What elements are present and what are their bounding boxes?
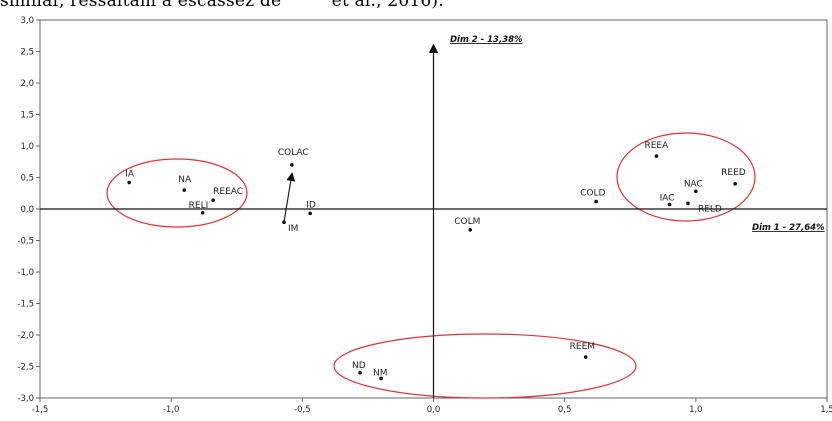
point-label-im: IM	[288, 224, 298, 234]
point-label-reli: RELI	[189, 201, 209, 211]
point-ia	[127, 180, 131, 185]
y-tick-label: 0,5	[20, 174, 34, 184]
point-reli	[200, 210, 205, 215]
group-ellipse-bottom	[333, 333, 637, 399]
point-reed	[733, 182, 737, 186]
y-tick-label: 0,0	[20, 205, 34, 215]
point-reea	[654, 154, 659, 158]
y-tick-label: -3,0	[17, 394, 34, 404]
point-im	[282, 220, 286, 225]
point-nd	[358, 371, 362, 375]
y-tick-label: -1,0	[17, 268, 34, 278]
x-tick-label: 0,0	[427, 405, 441, 415]
x-tick-label: 1,5	[820, 405, 832, 415]
point-reeac	[211, 198, 215, 202]
point-label-id: ID	[306, 200, 316, 210]
point-id	[308, 211, 313, 216]
point-label-reea: REEA	[644, 141, 669, 151]
point-label-reld: RELD	[698, 204, 722, 214]
y-tick-label: 1,0	[20, 142, 34, 152]
point-label-reeac: REEAC	[213, 187, 243, 197]
point-label-cold: COLD	[580, 188, 605, 198]
dim2-axis-label: Dim 2 - 13,38%	[450, 35, 523, 45]
point-nac	[694, 189, 698, 194]
y-tick-label: -1,5	[17, 300, 34, 310]
point-label-reed: REED	[721, 168, 746, 178]
point-label-colm: COLM	[454, 217, 480, 227]
point-colac	[290, 163, 294, 167]
point-iac	[667, 202, 672, 207]
y-tick-label: 2,0	[20, 79, 34, 89]
y-tick-label: -2,5	[17, 363, 34, 373]
x-tick-label: -1,0	[163, 405, 180, 415]
point-colm	[468, 227, 473, 232]
point-label-nac: NAC	[684, 179, 703, 189]
y-tick-label: 1,5	[20, 111, 34, 121]
y-tick-label: 2,5	[20, 48, 34, 58]
group-ellipse-left	[106, 158, 248, 228]
x-tick-label: -0,5	[294, 405, 311, 415]
x-tick-label: 1,0	[689, 405, 703, 415]
point-label-nm: NM	[373, 368, 388, 378]
point-label-ia: IA	[125, 170, 135, 180]
point-na	[182, 188, 187, 192]
x-tick-label: -1,5	[32, 405, 49, 415]
point-nm	[379, 376, 383, 381]
point-label-colac: COLAC	[278, 148, 309, 158]
header-text: similar, ressaltam a escassez de et al.,…	[0, 0, 444, 11]
x-tick-label: 0,5	[558, 405, 572, 415]
vector-arrow	[283, 172, 296, 223]
point-label-na: NA	[178, 175, 192, 185]
point-reld	[686, 201, 690, 206]
point-reem	[583, 355, 588, 359]
y-tick-label: -2,0	[17, 331, 34, 341]
point-label-iac: IAC	[660, 194, 675, 204]
y-tick-label: -0,5	[17, 237, 34, 247]
group-ellipse-right	[616, 132, 756, 222]
point-label-reem: REEM	[570, 342, 595, 352]
point-cold	[594, 199, 598, 204]
y-tick-label: 3,0	[20, 16, 34, 26]
point-label-nd: ND	[352, 361, 366, 371]
dim1-axis-label: Dim 1 - 27,64%	[752, 223, 825, 233]
